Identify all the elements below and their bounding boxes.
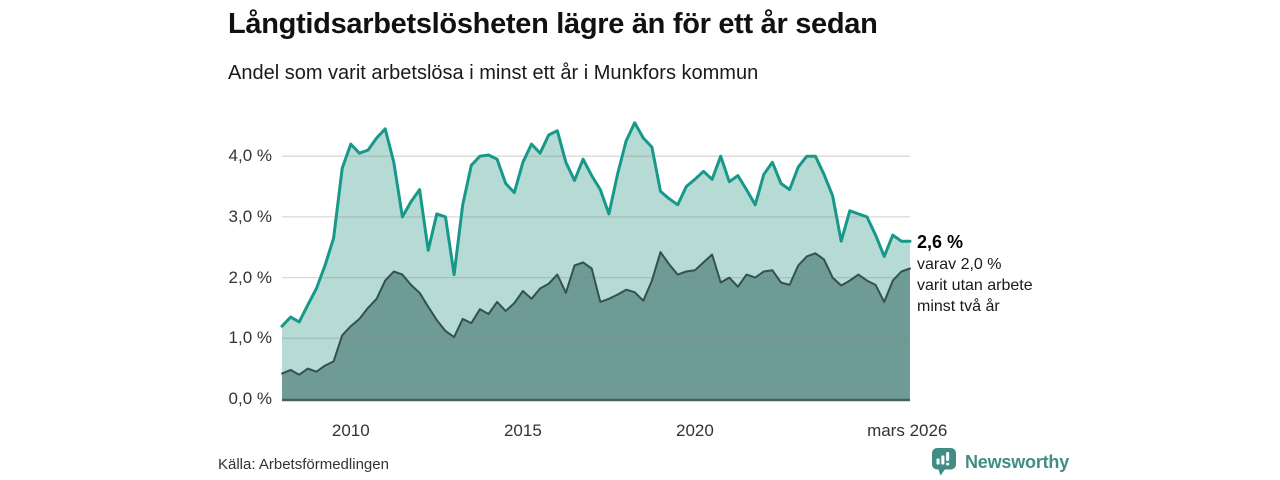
- x-axis-tick-label: mars 2026: [867, 421, 948, 440]
- latest-value-total: 2,6 %: [917, 232, 964, 252]
- area-fill: [282, 252, 910, 399]
- x-axis-tick-label: 2015: [503, 421, 542, 440]
- series-line: [280, 121, 912, 328]
- annotation-line-2: varit utan arbete: [917, 277, 1033, 294]
- series-line: [281, 251, 911, 376]
- newsworthy-brand: Newsworthy: [931, 447, 1069, 477]
- x-axis-tick-label: 2010: [331, 421, 370, 440]
- y-axis-tick-label: 1,0 %: [228, 328, 272, 348]
- page-subtitle: Andel som varit arbetslösa i minst ett å…: [228, 62, 759, 84]
- y-axis-tick-label: 2,0 %: [228, 267, 272, 287]
- source-note: Källa: Arbetsförmedlingen: [218, 456, 389, 473]
- y-axis-tick-label: 3,0 %: [228, 206, 272, 226]
- latest-value-annotation: 2,6 % varav 2,0 % varit utan arbete mins…: [917, 230, 1067, 317]
- annotation-line-3: minst två år: [917, 298, 1000, 315]
- newsworthy-logo-icon: [932, 448, 956, 476]
- brand-name: Newsworthy: [965, 451, 1070, 472]
- annotation-line-1: varav 2,0 %: [917, 256, 1002, 273]
- y-axis-tick-label: 4,0 %: [228, 146, 272, 166]
- y-axis-tick-label: 0,0 %: [228, 389, 272, 408]
- x-axis-tick-label: 2020: [676, 421, 714, 440]
- page-title: Långtidsarbetslösheten lägre än för ett …: [228, 8, 878, 40]
